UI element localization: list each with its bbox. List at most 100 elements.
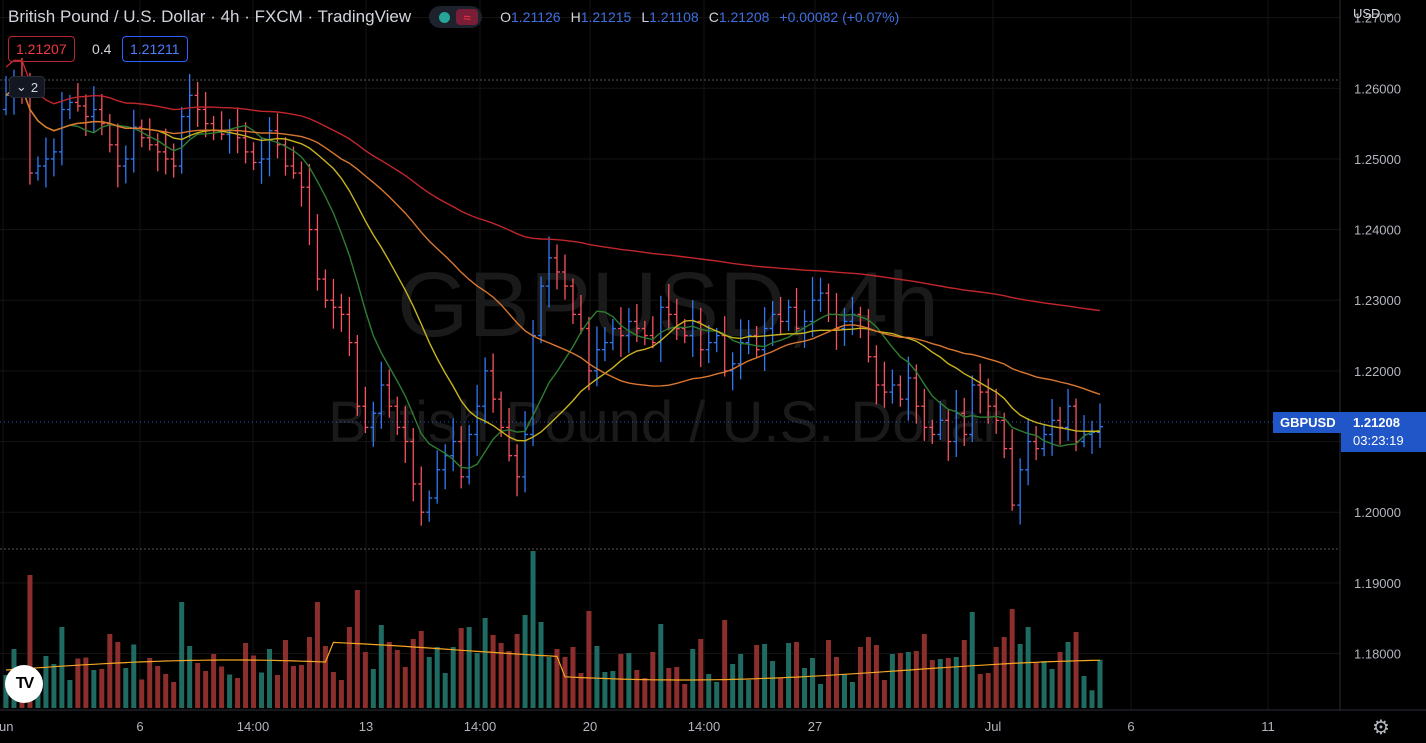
volume-bar (642, 678, 648, 708)
sell-button[interactable]: 1.21207 (8, 36, 75, 62)
volume-bar (243, 643, 249, 708)
currency-label: USD (1353, 5, 1381, 21)
volume-bar (682, 684, 688, 708)
time-tick-label: 14:00 (688, 719, 721, 734)
volume-bar (131, 644, 137, 708)
volume-bar (155, 666, 161, 708)
volume-bar (937, 659, 943, 708)
price-tick-label: 1.23000 (1354, 293, 1401, 308)
volume-bar (59, 627, 65, 708)
volume-bar (322, 646, 328, 708)
indicators-count: 2 (30, 79, 39, 95)
volume-bar (211, 654, 217, 708)
volume-bar (985, 673, 991, 708)
volume-bar (514, 634, 520, 708)
volume-bar (929, 660, 935, 708)
open-value: 1.21126 (511, 9, 561, 25)
buy-button[interactable]: 1.21211 (122, 36, 188, 62)
moving-averages (5, 59, 1101, 681)
volume-bar (259, 672, 265, 708)
volume-bar (466, 627, 472, 708)
volume-bar (346, 627, 352, 708)
volume-bar (722, 620, 728, 708)
currency-select[interactable]: USD ⌄ (1353, 5, 1394, 21)
indicators-toggle-button[interactable]: ⌄ 2 (9, 76, 45, 98)
volume-bar (123, 668, 129, 708)
price-scale: 1.27000 1.26000 1.25000 1.24000 1.23000 1.220… (1354, 11, 1401, 662)
volume-bar (658, 624, 664, 708)
wave-icon: ≈ (456, 9, 479, 25)
volume-bars (3, 551, 1103, 708)
volume-bar (99, 669, 105, 708)
time-tick-label: 14:00 (464, 719, 497, 734)
price-tick-label: 1.22000 (1354, 364, 1401, 379)
symbol-legend: British Pound / U.S. Dollar · 4h · FXCM … (8, 5, 899, 29)
volume-bar (921, 634, 927, 708)
ma-slow-line (5, 87, 1101, 395)
volume-bar (897, 653, 903, 708)
volume-bar (746, 680, 752, 708)
ma-medium-line (5, 87, 1101, 442)
volume-bar (977, 674, 983, 708)
status-pill[interactable]: ≈ (429, 6, 483, 28)
volume-bar (171, 682, 177, 708)
volume-bar (290, 666, 296, 708)
time-tick-label: 27 (808, 719, 822, 734)
volume-bar (482, 618, 488, 708)
high-label: H (570, 9, 581, 25)
volume-bar (905, 652, 911, 708)
bar-countdown: 03:23:19 (1353, 433, 1404, 448)
volume-bar (786, 643, 792, 708)
volume-bar (498, 643, 504, 708)
volume-bar (634, 670, 640, 708)
price-tick-label: 1.24000 (1354, 223, 1401, 238)
last-price-label: 1.21208 03:23:19 (1341, 412, 1426, 452)
symbol-description[interactable]: British Pound / U.S. Dollar · 4h · FXCM … (8, 7, 412, 26)
volume-bar (298, 665, 304, 708)
volume-bar (410, 639, 416, 708)
volume-bar (474, 653, 480, 708)
volume-bar (626, 653, 632, 708)
volume-bar (618, 654, 624, 708)
price-tick-label: 1.26000 (1354, 81, 1401, 96)
market-open-icon (439, 11, 451, 23)
volume-bar (1081, 676, 1087, 708)
volume-bar (67, 680, 73, 708)
volume-bar (147, 658, 153, 708)
tradingview-logo-icon[interactable]: TV (5, 665, 43, 703)
volume-bar (706, 674, 712, 708)
time-tick-label: 6 (136, 719, 143, 734)
volume-bar (434, 647, 440, 708)
volume-bar (698, 639, 704, 708)
change-value: +0.00082 (+0.07%) (779, 9, 900, 25)
ma-long-line (5, 59, 1101, 312)
volume-bar (251, 655, 257, 708)
volume-bar (522, 615, 528, 708)
price-tick-label: 1.20000 (1354, 505, 1401, 520)
volume-bar (330, 672, 336, 708)
volume-bar (993, 647, 999, 708)
volume-bar (442, 673, 448, 708)
volume-bar (458, 628, 464, 708)
symbol-price-label: GBPUSD (1273, 412, 1343, 433)
volume-bar (1009, 609, 1015, 708)
volume-bar (195, 663, 201, 708)
volume-bar (107, 634, 113, 708)
volume-bar (602, 672, 608, 708)
volume-bar (362, 652, 368, 708)
volume-bar (889, 654, 895, 708)
volume-bar (386, 642, 392, 708)
volume-bar (969, 612, 975, 708)
volume-bar (538, 622, 544, 708)
volume-bar (426, 657, 432, 708)
volume-bar (91, 670, 97, 708)
volume-bar (833, 657, 839, 708)
volume-bar (27, 575, 33, 708)
volume-bar (738, 654, 744, 708)
volume-bar (354, 590, 360, 708)
gear-icon[interactable]: ⚙ (1372, 717, 1390, 739)
volume-bar (913, 651, 919, 708)
time-scale: Jun 6 14:00 13 14:00 20 14:00 27 Jul 6 11 (0, 719, 1275, 734)
volume-bar (1025, 627, 1031, 708)
